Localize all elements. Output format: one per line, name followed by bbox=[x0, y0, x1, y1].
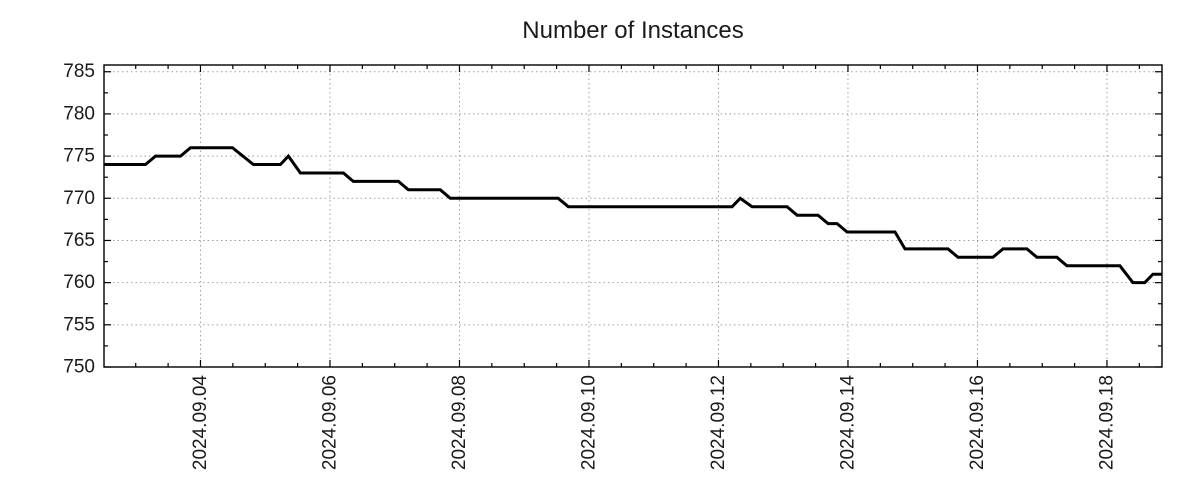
chart-title: Number of Instances bbox=[522, 17, 743, 44]
x-tick-label: 2024.09.18 bbox=[1096, 375, 1117, 470]
x-tick-label: 2024.09.08 bbox=[449, 375, 470, 470]
y-tick-label: 780 bbox=[63, 103, 95, 124]
series-lines bbox=[104, 146, 1162, 285]
x-tick-label: 2024.09.06 bbox=[319, 375, 340, 470]
plot-border-rect bbox=[103, 64, 1163, 368]
y-tick-label: 760 bbox=[63, 272, 95, 293]
y-tick-label: 775 bbox=[63, 146, 95, 167]
x-tick-labels: 2024.09.04 2024.09.06 2024.09.08 2024.09.10… bbox=[190, 375, 1117, 471]
y-tick-label: 785 bbox=[63, 61, 95, 82]
x-tick-label: 2024.09.10 bbox=[578, 375, 599, 470]
x-tick-label: 2024.09.14 bbox=[837, 375, 858, 471]
y-tick-labels: 750 755 760 765 770 775 780 785 bbox=[63, 61, 95, 377]
y-tick-label: 770 bbox=[63, 188, 95, 209]
y-tick-label: 750 bbox=[63, 357, 95, 378]
series-line-instances bbox=[104, 146, 1162, 285]
x-tick-label: 2024.09.16 bbox=[967, 375, 988, 470]
y-tick-label: 755 bbox=[63, 314, 95, 335]
y-tick-label: 765 bbox=[63, 230, 95, 251]
axis-ticks bbox=[104, 65, 1162, 368]
x-tick-label: 2024.09.04 bbox=[190, 375, 211, 471]
x-tick-label: 2024.09.12 bbox=[708, 375, 729, 470]
plot-border bbox=[103, 64, 1163, 368]
grid-lines bbox=[104, 65, 1162, 367]
